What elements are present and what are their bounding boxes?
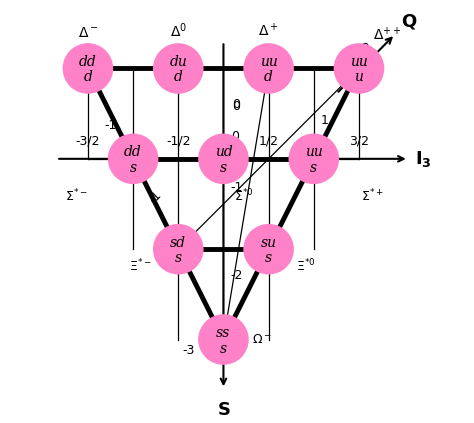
Circle shape: [289, 134, 339, 184]
Text: -1: -1: [104, 119, 117, 132]
Text: -1/2: -1/2: [166, 135, 191, 148]
Circle shape: [153, 224, 203, 275]
Text: $\Sigma^{*+}$: $\Sigma^{*+}$: [361, 188, 383, 204]
Text: su: su: [261, 236, 277, 250]
Text: $\Delta^+$: $\Delta^+$: [258, 22, 279, 39]
Text: $\mathbf{Q}$: $\mathbf{Q}$: [401, 11, 417, 30]
Text: $\mathbf{S}$: $\mathbf{S}$: [217, 401, 230, 419]
Text: s: s: [265, 251, 272, 265]
Text: $\Xi^{*-}$: $\Xi^{*-}$: [128, 258, 151, 275]
Text: uu: uu: [350, 55, 368, 69]
Text: sd: sd: [170, 236, 186, 250]
Text: 3/2: 3/2: [349, 135, 369, 148]
Text: $\Sigma^{*-}$: $\Sigma^{*-}$: [65, 188, 88, 204]
Circle shape: [153, 43, 203, 94]
Text: dd: dd: [124, 146, 142, 159]
Text: dd: dd: [79, 55, 97, 69]
Text: du: du: [169, 55, 187, 69]
Text: 1/2: 1/2: [259, 135, 279, 148]
Circle shape: [198, 134, 249, 184]
Circle shape: [198, 314, 249, 365]
Text: s: s: [220, 161, 227, 175]
Text: uu: uu: [305, 146, 323, 159]
Text: $\Omega^-$: $\Omega^-$: [252, 333, 272, 346]
Text: s: s: [310, 161, 318, 175]
Text: 0: 0: [232, 100, 240, 113]
Text: d: d: [264, 71, 273, 85]
Text: 2: 2: [361, 42, 369, 55]
Text: -1: -1: [127, 135, 139, 148]
Circle shape: [63, 43, 113, 94]
Text: $\Delta^0$: $\Delta^0$: [170, 21, 187, 39]
Text: 1: 1: [310, 135, 318, 148]
Text: -3: -3: [182, 344, 194, 357]
Text: 0: 0: [232, 98, 240, 111]
Text: ss: ss: [216, 326, 230, 340]
Text: $\Xi^{*0}$: $\Xi^{*0}$: [296, 258, 315, 275]
Circle shape: [243, 43, 294, 94]
Text: s: s: [129, 161, 137, 175]
Text: 1: 1: [321, 114, 329, 127]
Text: d: d: [83, 71, 92, 85]
Text: 0: 0: [231, 129, 239, 143]
Text: $\Delta^-$: $\Delta^-$: [78, 25, 98, 39]
Circle shape: [243, 224, 294, 275]
Text: s: s: [175, 251, 182, 265]
Text: -1: -1: [147, 188, 164, 206]
Text: d: d: [174, 71, 182, 85]
Text: -2: -2: [231, 269, 243, 282]
Text: -3/2: -3/2: [76, 135, 100, 148]
Circle shape: [108, 134, 158, 184]
Text: 0: 0: [219, 135, 228, 148]
Text: -1: -1: [231, 181, 243, 195]
Circle shape: [334, 43, 384, 94]
Text: u: u: [355, 71, 364, 85]
Text: s: s: [220, 342, 227, 356]
Text: ud: ud: [215, 146, 232, 159]
Text: $\Sigma^{*0}$: $\Sigma^{*0}$: [234, 188, 254, 204]
Text: $\Delta^{++}$: $\Delta^{++}$: [373, 26, 401, 43]
Text: uu: uu: [260, 55, 277, 69]
Text: $\mathbf{I_3}$: $\mathbf{I_3}$: [415, 149, 432, 169]
